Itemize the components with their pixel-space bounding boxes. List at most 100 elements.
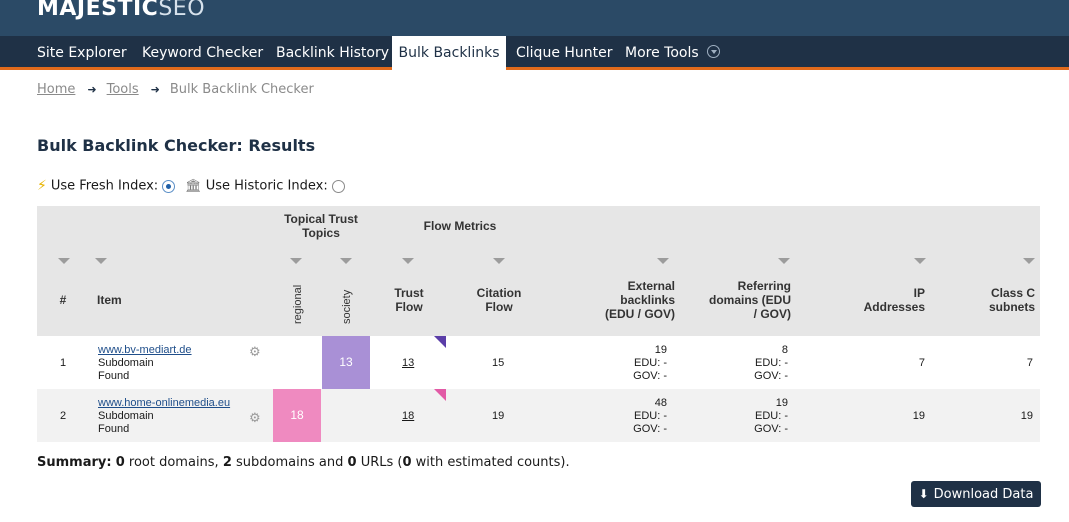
logo-suffix-text: SEO [158,0,206,21]
summary-label: Summary: [37,455,112,470]
nav-more-tools[interactable]: More Tools [625,36,720,70]
row-num: 1 [60,357,67,369]
nav-bulk-backlinks[interactable]: Bulk Backlinks [392,36,506,71]
majestic-logo[interactable]: MAJESTICSEO [37,0,205,21]
sort-classc-icon[interactable] [1023,258,1035,264]
summary-sub-count: 2 [222,455,232,470]
citation-flow-value: 19 [492,410,505,422]
row-url-link[interactable]: www.bv-mediart.de [98,344,192,357]
ext-edu-value: EDU: - [634,410,667,422]
col-trust-flow-header: Trust Flow [394,286,424,314]
nav-clique-hunter[interactable]: Clique Hunter [516,45,613,61]
gear-icon[interactable]: ⚙ [249,410,261,425]
gear-icon[interactable]: ⚙ [249,344,261,359]
classc-value: 19 [1020,410,1033,422]
ext-backlinks-value: 19 [654,344,667,356]
col-ip-header: IP Addresses [863,286,925,314]
results-summary: Summary: 0 root domains, 2 subdomains an… [37,455,570,470]
col-regional-header: regional [292,284,304,324]
regional-topic-box: 18 [273,389,321,442]
row-url-text[interactable]: www.home-onlinemedia.eu [98,397,231,409]
historic-index-label: Use Historic Index: [205,178,328,194]
society-topic-box: 13 [322,336,370,389]
breadcrumb-current: Bulk Backlink Checker [169,82,314,97]
summary-est-count: 0 [402,455,412,470]
page-title: Bulk Backlink Checker: Results [37,136,316,155]
row-status: Found [98,370,130,382]
citation-flow-value: 15 [492,357,505,369]
breadcrumb-home-link[interactable]: Home [37,82,76,97]
ext-edu-value: EDU: - [634,357,667,369]
nav-site-explorer[interactable]: Site Explorer [37,45,127,61]
results-table: Topical Trust Topics Flow Metrics # Item… [37,206,1040,442]
sort-society-icon[interactable] [340,258,352,264]
row-type: Subdomain [98,410,154,422]
ext-gov-value: GOV: - [633,370,667,382]
logo-main-text: MAJESTIC [37,0,159,21]
index-selector: ⚡ Use Fresh Index: 🏛 Use Historic Index: [37,178,345,194]
col-classc-header: Class C subnets [988,286,1035,314]
summary-url-count: 0 [347,455,357,470]
chevron-down-icon [706,44,720,58]
col-num-header: # [59,293,67,307]
download-label: Download Data [933,487,1034,502]
row-type: Subdomain [98,357,154,369]
ext-gov-value: GOV: - [633,423,667,435]
fresh-index-label: Use Fresh Index: [50,178,159,194]
trust-flow-value[interactable]: 18 [402,410,415,422]
sort-regional-icon[interactable] [290,258,302,264]
table-header: Topical Trust Topics Flow Metrics # Item… [37,206,1040,336]
historic-index-radio[interactable] [331,179,345,193]
row-url-text[interactable]: www.bv-mediart.de [98,344,192,356]
ext-backlinks-value: 48 [654,397,667,409]
sort-item-icon[interactable] [95,258,107,264]
sort-trust-flow-icon[interactable] [402,258,414,264]
row-status: Found [98,423,130,435]
nav-keyword-checker[interactable]: Keyword Checker [142,45,264,61]
sort-ref-domains-icon[interactable] [778,258,790,264]
arrow-right-icon: ➜ [150,83,160,96]
table-row: 1 www.bv-mediart.de Subdomain Found ⚙ 13… [37,336,1040,389]
breadcrumb: Home ➜ Tools ➜ Bulk Backlink Checker [37,82,314,97]
summary-root-count: 0 [115,455,125,470]
ref-domains-value: 8 [781,344,788,356]
col-ref-domains-header: Referring domains (EDU / GOV) [708,279,791,321]
sort-ext-backlinks-icon[interactable] [657,258,669,264]
table-row: 2 www.home-onlinemedia.eu Subdomain Foun… [37,389,1040,442]
col-ext-backlinks-header: External backlinks (EDU / GOV) [604,279,675,321]
top-banner: MAJESTICSEO [0,0,1069,36]
col-citation-flow-header: Citation Flow [476,286,522,314]
lightning-bolt-icon: ⚡ [37,178,47,194]
classc-value: 7 [1026,357,1033,369]
trust-flow-value[interactable]: 13 [402,357,415,369]
ref-gov-value: GOV: - [754,370,788,382]
row-url-link[interactable]: www.home-onlinemedia.eu [98,397,230,410]
ref-gov-value: GOV: - [754,423,788,435]
download-data-button[interactable]: ⬇ Download Data [911,481,1041,507]
ref-domains-value: 19 [775,397,788,409]
flow-metrics-header: Flow Metrics [423,219,497,233]
fresh-index-radio[interactable] [162,179,176,193]
col-society-header: society [341,289,353,324]
ip-value: 19 [912,410,925,422]
download-arrow-icon: ⬇ [918,487,929,501]
sort-citation-flow-icon[interactable] [493,258,505,264]
ip-value: 7 [918,357,925,369]
topic-flag-icon [434,389,446,401]
summary-root-text: root domains, [128,455,219,470]
row-num: 2 [60,410,67,422]
trust-flow-link[interactable]: 13 [402,357,414,370]
trust-flow-link[interactable]: 18 [402,410,414,423]
summary-url-text: URLs ( [360,455,403,470]
col-item-header: Item [97,293,122,307]
sort-ip-icon[interactable] [914,258,926,264]
bank-building-icon: 🏛 [185,178,202,194]
ref-edu-value: EDU: - [755,410,788,422]
summary-est-text: with estimated counts). [415,455,570,470]
ref-edu-value: EDU: - [755,357,788,369]
nav-backlink-history[interactable]: Backlink History [276,45,390,61]
summary-sub-text: subdomains and [236,455,344,470]
breadcrumb-tools-link[interactable]: Tools [106,82,139,97]
arrow-right-icon: ➜ [87,83,97,96]
sort-num-icon[interactable] [58,258,70,264]
